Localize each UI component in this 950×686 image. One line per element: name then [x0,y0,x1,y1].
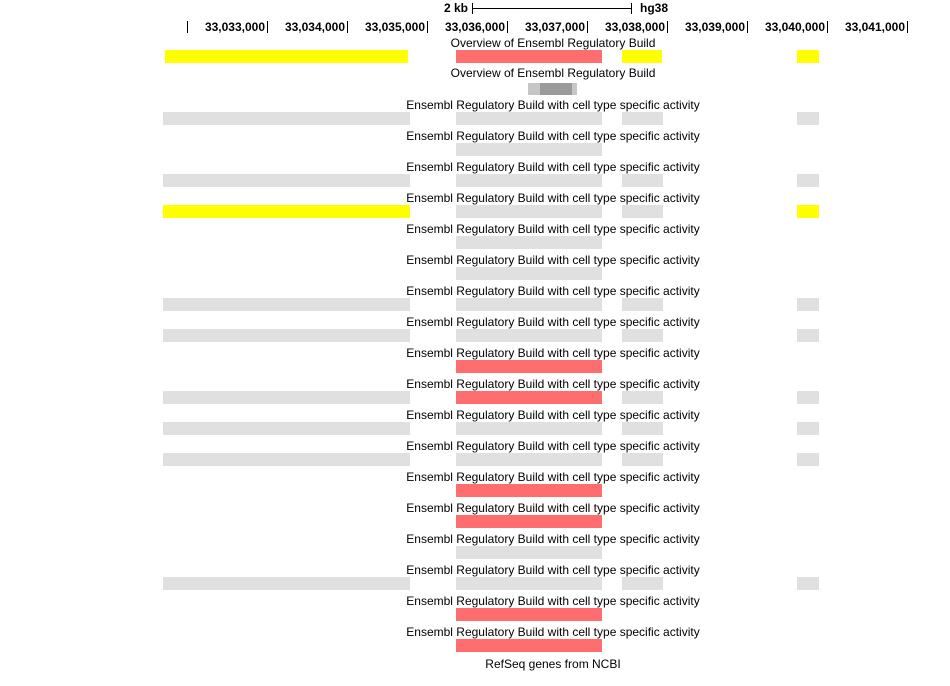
feature-bar-red[interactable] [456,608,602,621]
coordinate-label: 33,035,000 [364,20,425,34]
assembly-label: hg38 [640,1,669,15]
track-title[interactable]: Ensembl Regulatory Build with cell type … [406,253,700,267]
feature-bar-gray[interactable] [456,236,602,249]
feature-bar-gray[interactable] [456,453,602,466]
feature-bar-gray_medium[interactable] [540,83,572,95]
ruler-tick [267,21,268,33]
ruler-tick [587,21,588,33]
feature-bar-gray[interactable] [163,112,410,125]
coordinate-label: 33,038,000 [604,20,665,34]
track-title[interactable]: Overview of Ensembl Regulatory Build [450,66,656,80]
track-title[interactable]: Overview of Ensembl Regulatory Build [450,36,656,50]
coordinate-label: 33,033,000 [204,20,265,34]
feature-bar-gray_light[interactable] [528,83,540,95]
track-title[interactable]: Ensembl Regulatory Build with cell type … [406,98,700,112]
track-title[interactable]: Ensembl Regulatory Build with cell type … [406,439,700,453]
track-title[interactable]: Ensembl Regulatory Build with cell type … [406,315,700,329]
coordinate-label: 33,036,000 [444,20,505,34]
feature-bar-gray[interactable] [163,298,410,311]
feature-bar-gray[interactable] [797,577,819,590]
feature-bar-gray[interactable] [163,422,410,435]
feature-bar-gray[interactable] [456,422,602,435]
feature-bar-gray[interactable] [622,391,663,404]
track-title[interactable]: Ensembl Regulatory Build with cell type … [406,129,700,143]
feature-bar-gray[interactable] [456,546,602,559]
ruler-tick [747,21,748,33]
feature-bar-red[interactable] [456,639,602,652]
coordinate-label: 33,037,000 [524,20,585,34]
feature-bar-yellow[interactable] [797,205,819,218]
feature-bar-red[interactable] [456,360,602,373]
feature-bar-gray[interactable] [797,112,819,125]
feature-bar-gray[interactable] [456,329,602,342]
track-title[interactable]: Ensembl Regulatory Build with cell type … [406,470,700,484]
feature-bar-gray[interactable] [797,391,819,404]
ruler-tick [187,21,188,33]
feature-bar-gray[interactable] [797,174,819,187]
feature-bar-gray[interactable] [456,143,602,156]
scale-label: 2 kb [443,1,468,15]
feature-bar-yellow[interactable] [165,50,408,63]
track-title[interactable]: Ensembl Regulatory Build with cell type … [406,191,700,205]
feature-bar-gray[interactable] [456,267,602,280]
coordinate-label: 33,040,000 [764,20,825,34]
feature-bar-gray[interactable] [622,577,663,590]
track-title[interactable]: Ensembl Regulatory Build with cell type … [406,284,700,298]
feature-bar-gray[interactable] [456,112,602,125]
feature-bar-red[interactable] [456,50,602,63]
coordinate-label: 33,039,000 [684,20,745,34]
track-title[interactable]: Ensembl Regulatory Build with cell type … [406,377,700,391]
feature-bar-gray[interactable] [622,453,663,466]
feature-bar-gray[interactable] [456,577,602,590]
feature-bar-red[interactable] [456,391,602,404]
track-title[interactable]: RefSeq genes from NCBI [485,657,621,671]
ruler-tick [507,21,508,33]
feature-bar-gray[interactable] [163,453,410,466]
track-title[interactable]: Ensembl Regulatory Build with cell type … [406,160,700,174]
feature-bar-gray[interactable] [622,298,663,311]
feature-bar-gray[interactable] [456,298,602,311]
feature-bar-gray[interactable] [456,205,602,218]
track-title[interactable]: Ensembl Regulatory Build with cell type … [406,594,700,608]
scale-bar-left-cap [472,3,473,14]
feature-bar-gray[interactable] [163,174,410,187]
feature-bar-red[interactable] [456,484,602,497]
track-title[interactable]: Ensembl Regulatory Build with cell type … [406,222,700,236]
feature-bar-yellow[interactable] [622,50,662,63]
feature-bar-gray[interactable] [163,391,410,404]
feature-bar-gray[interactable] [163,329,410,342]
coordinate-label: 33,041,000 [844,20,905,34]
track-title[interactable]: Ensembl Regulatory Build with cell type … [406,501,700,515]
feature-bar-red[interactable] [456,515,602,528]
ruler-tick [827,21,828,33]
ruler-tick [907,21,908,33]
coordinate-label: 33,034,000 [284,20,345,34]
scale-bar-right-cap [631,3,632,14]
feature-bar-gray[interactable] [797,298,819,311]
scale-bar-line [472,8,632,9]
feature-bar-yellow[interactable] [163,205,410,218]
feature-bar-gray[interactable] [622,112,663,125]
feature-bar-gray_light[interactable] [572,83,577,95]
feature-bar-gray[interactable] [797,453,819,466]
feature-bar-gray[interactable] [456,174,602,187]
feature-bar-gray[interactable] [622,174,663,187]
ruler-tick [667,21,668,33]
feature-bar-gray[interactable] [622,422,663,435]
track-title[interactable]: Ensembl Regulatory Build with cell type … [406,532,700,546]
feature-bar-gray[interactable] [163,577,410,590]
feature-bar-gray[interactable] [622,205,663,218]
feature-bar-gray[interactable] [797,329,819,342]
track-title[interactable]: Ensembl Regulatory Build with cell type … [406,563,700,577]
track-title[interactable]: Ensembl Regulatory Build with cell type … [406,625,700,639]
ruler-tick [347,21,348,33]
feature-bar-gray[interactable] [797,422,819,435]
feature-bar-yellow[interactable] [797,50,819,63]
track-title[interactable]: Ensembl Regulatory Build with cell type … [406,346,700,360]
feature-bar-gray[interactable] [622,329,663,342]
ruler-tick [427,21,428,33]
track-title[interactable]: Ensembl Regulatory Build with cell type … [406,408,700,422]
